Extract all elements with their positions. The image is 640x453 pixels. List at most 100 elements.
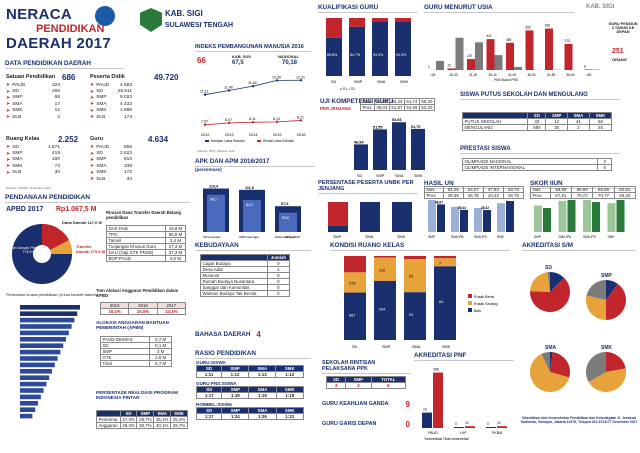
data-label: 94,3% xyxy=(396,53,407,57)
table-row: Total 6,7 M xyxy=(99,360,172,367)
table-row: Penerima 47,3% 28,7% 35,1% 25,4% xyxy=(96,416,188,423)
persentase-label: Persentase urusan pendidikan (di luar tr… xyxy=(6,293,99,297)
list-item: ➤ SLB 34 xyxy=(90,176,132,182)
cell: 2 xyxy=(566,124,590,131)
cell: 47,3% xyxy=(119,416,138,423)
cell: 70,72 xyxy=(571,192,594,199)
lt-s1-bar xyxy=(395,18,411,22)
data-label: 116 xyxy=(379,268,385,272)
item-value: 1.571 xyxy=(47,144,60,150)
list-item: ➤ SD 2.623 xyxy=(90,150,132,157)
guru-block: Guru ➤ PAUD 656 ➤ SD 2.623 ➤ SMP 810 ➤ SMA 339 ➤ SMK 1… xyxy=(90,136,132,183)
arrow-icon: ➤ xyxy=(90,107,95,114)
apm-bar xyxy=(207,194,225,232)
data-label: 114,4 xyxy=(209,185,219,189)
cell: 0 xyxy=(597,164,612,171)
ipm-line-chart: 11,11 11,46 11,82 12,30 12,31 7,97 8,07 8,11 8,1… xyxy=(200,75,305,143)
alokasi-title: ALOKASI ANGGARAN BANTUAN PEMERINTAH (APB… xyxy=(96,320,169,330)
data-label: 157 xyxy=(467,54,473,58)
item-value: 4.433 xyxy=(119,101,132,107)
pie-slice xyxy=(606,352,626,372)
cell: 1:24 xyxy=(221,413,250,420)
baik-segment xyxy=(344,292,366,340)
arrow-icon: ➤ xyxy=(6,163,11,170)
data-label: 11,82 xyxy=(248,81,257,85)
item-value: 30 xyxy=(54,170,60,176)
item-value: 418 xyxy=(51,151,60,157)
tick-label: SMK xyxy=(608,235,616,239)
pie-slice xyxy=(530,353,570,392)
point xyxy=(275,120,279,124)
cell: 48,3% xyxy=(119,422,138,429)
title-neraca: NERACA xyxy=(6,6,72,23)
item-value: 4.683 xyxy=(119,82,132,88)
tick-label: SMP xyxy=(354,80,363,84)
usia-chart: 1<26 22 26-30 157 31-35 441 36-40 389 41-45 565 46… xyxy=(428,24,600,82)
legend-label: Rusak Berat xyxy=(474,295,494,299)
arrow-icon: ➤ xyxy=(90,176,95,183)
item-value: 656 xyxy=(123,144,132,150)
uji-title: UJI KOMPETENSI GURU PER JENJANG xyxy=(320,98,394,111)
item-value: 339 xyxy=(123,163,132,169)
cell: 40,1% xyxy=(153,422,172,429)
point xyxy=(251,121,255,124)
data-label: 12,31 xyxy=(296,75,305,79)
dana-daerah-label: Dana Daerah 117,0 M xyxy=(62,220,102,225)
cell: 1:26 xyxy=(248,413,277,420)
tick-label: SMA xyxy=(395,174,404,178)
cell: 29,7% xyxy=(170,422,188,429)
tick-label: SMA xyxy=(412,345,421,349)
bar-2016 xyxy=(607,203,616,232)
row-label: Prov. xyxy=(424,192,444,199)
apk-bar-chart: 114,4 98,1 SD/sederajat 111,0 84,2 SMP/sedera… xyxy=(203,185,301,239)
tick-label: SMP/sederajat xyxy=(239,235,259,239)
list-item: ➤ SD 28.511 xyxy=(90,88,132,95)
pie-title: SMK xyxy=(601,345,613,351)
item-key: SLB xyxy=(96,176,106,182)
item-key: SD xyxy=(12,144,19,150)
pie-title: SMA xyxy=(545,345,557,351)
data-label: 7,97 xyxy=(201,120,208,124)
rasio-group: ROMBEL:SISWA SD SMP SMA SMK 1:17 1:24 1:26 1:2… xyxy=(195,402,306,420)
list-item: ➤ SLB 30 xyxy=(6,170,60,176)
data-label: 65,8% xyxy=(327,53,338,57)
bar xyxy=(20,305,80,310)
legend-label: Terakreditasi Tidak terakreditasi xyxy=(424,437,469,441)
tick-label: SMP xyxy=(382,345,391,349)
tick-label: PAUD xyxy=(428,431,438,435)
point xyxy=(227,89,231,92)
legend-label: Harapan Lama Sekolah xyxy=(211,139,245,143)
legend-swatch xyxy=(468,308,472,312)
unbk-bar xyxy=(360,202,380,232)
cell: 3,0 M xyxy=(164,255,187,262)
data-label: 378 xyxy=(349,281,355,285)
legend-swatch xyxy=(468,301,472,305)
tick-label: SMA IPS xyxy=(583,235,596,239)
tick-label: SD/sederajat xyxy=(203,235,221,239)
bar-2016 xyxy=(428,200,436,232)
berat-segment xyxy=(344,256,366,273)
pns-bar xyxy=(486,39,495,70)
pensiun-unit: ORANG xyxy=(612,57,627,62)
prov-label: SULAWESI TENGAH xyxy=(165,22,234,29)
arrow-icon: ➤ xyxy=(6,88,11,95)
legend-swatch xyxy=(257,140,261,142)
rincian-title: Rincian Dana Transfer Daerah Bidang pend… xyxy=(106,210,181,220)
unbk-title: PERSENTASE PESERTA UNBK PER JENJANG xyxy=(318,180,418,194)
persentase-bars xyxy=(20,305,80,419)
tick-label: SMK xyxy=(497,235,505,239)
point xyxy=(275,79,279,82)
tick-label: SD xyxy=(357,174,363,178)
data-pendidikan-title: DATA PENDIDIKAN DAERAH xyxy=(5,60,125,69)
tick-label: 2014 xyxy=(249,133,257,137)
cell: 1:11 xyxy=(195,371,223,378)
list-item: ➤ SLB 2 xyxy=(6,114,60,120)
arrow-icon: ➤ xyxy=(90,156,95,163)
data-label: 8,11 xyxy=(249,117,256,121)
unbk-rest-bar xyxy=(328,202,348,226)
apbd-donut xyxy=(12,223,73,284)
ruang-block: Ruang Kelas ➤ SD 1.571 ➤ SMP 418 ➤ SMA 160 ➤ SMK 73… xyxy=(6,136,60,176)
bar xyxy=(20,349,61,355)
list-item: ➤ SMP 810 xyxy=(90,157,132,163)
rasio-group-title: GURU PNS:SISWA xyxy=(196,381,237,386)
